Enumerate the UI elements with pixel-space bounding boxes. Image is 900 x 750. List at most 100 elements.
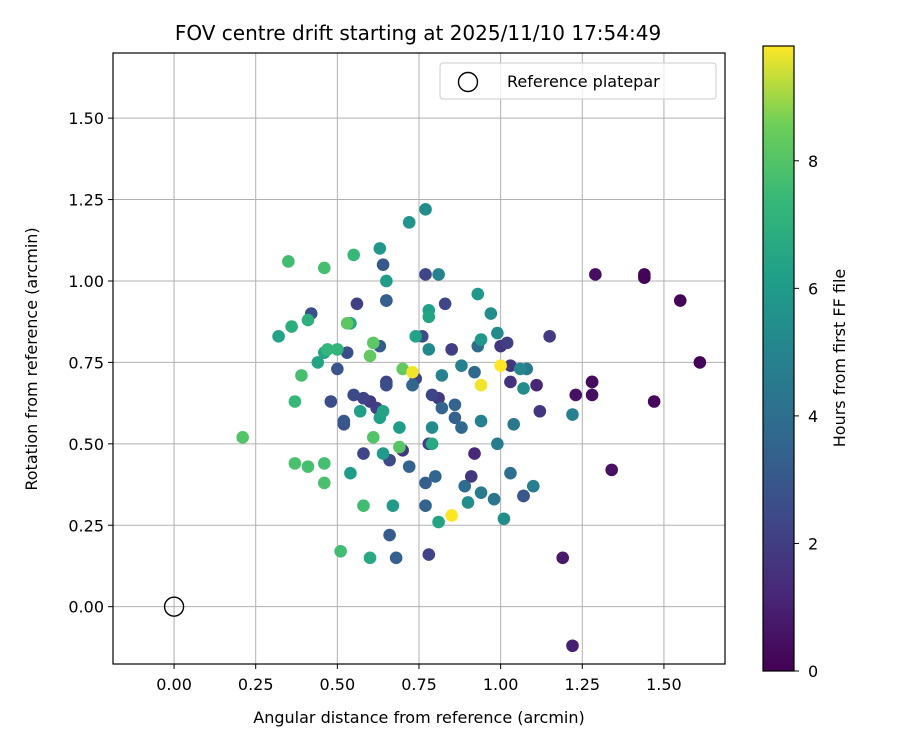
data-point (504, 466, 517, 480)
data-point (311, 356, 325, 369)
data-point (474, 414, 488, 428)
data-point (533, 404, 547, 418)
data-point (491, 326, 504, 340)
data-point (455, 421, 468, 434)
data-point (406, 378, 419, 392)
colorbar-ticks: 0 2 4 6 8 (794, 152, 818, 681)
scatter-points (236, 203, 707, 653)
y-tick-label: 0.25 (68, 516, 104, 535)
data-point (497, 512, 511, 526)
data-point (353, 404, 367, 418)
x-tick-label: 1.00 (483, 675, 519, 694)
data-point (340, 346, 354, 359)
data-point (458, 479, 472, 493)
data-point (419, 476, 432, 490)
y-tick-label: 1.00 (68, 272, 104, 291)
data-point (422, 548, 436, 561)
data-point (438, 297, 452, 311)
data-point (282, 255, 295, 268)
data-point (543, 330, 556, 343)
data-point (363, 349, 377, 363)
y-tick-label: 1.25 (68, 191, 104, 210)
data-point (435, 369, 449, 382)
data-point (272, 330, 285, 343)
data-point (468, 365, 481, 379)
data-point (487, 492, 501, 506)
data-point (530, 378, 543, 392)
data-point (331, 343, 344, 356)
data-point (455, 359, 468, 372)
data-point (324, 395, 338, 408)
data-point (585, 375, 599, 389)
colorbar-label: Hours from first FF file (830, 269, 849, 448)
data-point (585, 388, 599, 402)
data-point (317, 457, 331, 470)
colorbar-tick-label: 6 (808, 279, 818, 298)
data-point (448, 411, 462, 425)
data-point (347, 388, 360, 402)
data-point (517, 382, 530, 395)
data-point (344, 466, 357, 480)
data-point (363, 551, 377, 565)
data-point (432, 515, 445, 529)
data-point (500, 336, 514, 350)
data-point (504, 359, 517, 372)
colorbar-tick-label: 4 (808, 407, 818, 426)
data-point (317, 261, 331, 275)
data-point (409, 330, 423, 343)
x-tick-label: 1.25 (564, 675, 600, 694)
data-point (461, 496, 475, 509)
data-point (340, 317, 354, 330)
data-point (484, 307, 498, 320)
data-point (402, 216, 416, 229)
data-point (448, 398, 462, 412)
x-axis-ticks: 0.00 0.25 0.50 0.75 1.00 1.25 1.50 (156, 664, 682, 694)
data-point (513, 362, 527, 376)
data-point (693, 356, 707, 369)
data-point (380, 274, 393, 288)
data-point (507, 417, 521, 431)
y-axis-ticks: 0.00 0.25 0.50 0.75 1.00 1.25 1.50 (68, 109, 113, 617)
data-point (376, 404, 390, 418)
data-point (425, 421, 439, 434)
reference-platepar-marker (163, 596, 185, 617)
x-tick-label: 0.75 (401, 675, 437, 694)
data-point (389, 551, 403, 565)
data-point (474, 486, 488, 499)
legend-marker-reference (457, 71, 479, 93)
data-point (288, 395, 302, 408)
data-point (445, 343, 458, 356)
data-point (673, 294, 687, 307)
data-point (347, 248, 360, 262)
data-point (288, 457, 302, 470)
data-point (331, 362, 344, 376)
legend-box (439, 62, 717, 100)
data-point (569, 388, 583, 402)
chart-title: FOV centre drift starting at 2025/11/10 … (175, 21, 661, 45)
data-point (366, 431, 380, 444)
data-point (425, 437, 439, 451)
colorbar: 0 2 4 6 8 Hours from first FF file (762, 45, 849, 681)
data-point (527, 479, 540, 493)
data-point (285, 320, 298, 333)
grid (113, 53, 725, 664)
data-point (321, 343, 334, 356)
data-point (380, 378, 393, 392)
colorbar-tick-label: 8 (808, 152, 818, 171)
y-tick-label: 0.00 (68, 598, 104, 617)
y-tick-label: 0.75 (68, 353, 104, 372)
x-axis-label: Angular distance from reference (arcmin) (253, 708, 584, 727)
data-point (383, 528, 396, 542)
x-tick-label: 0.25 (238, 675, 274, 694)
data-point (295, 369, 308, 382)
data-point (471, 287, 485, 301)
reference-marker-layer (163, 596, 185, 617)
data-point (301, 313, 315, 327)
data-point (393, 440, 406, 454)
colorbar-gradient (762, 45, 795, 672)
data-point (589, 268, 602, 281)
data-point (468, 447, 481, 460)
data-point (376, 447, 390, 460)
legend: Reference platepar (439, 62, 717, 100)
